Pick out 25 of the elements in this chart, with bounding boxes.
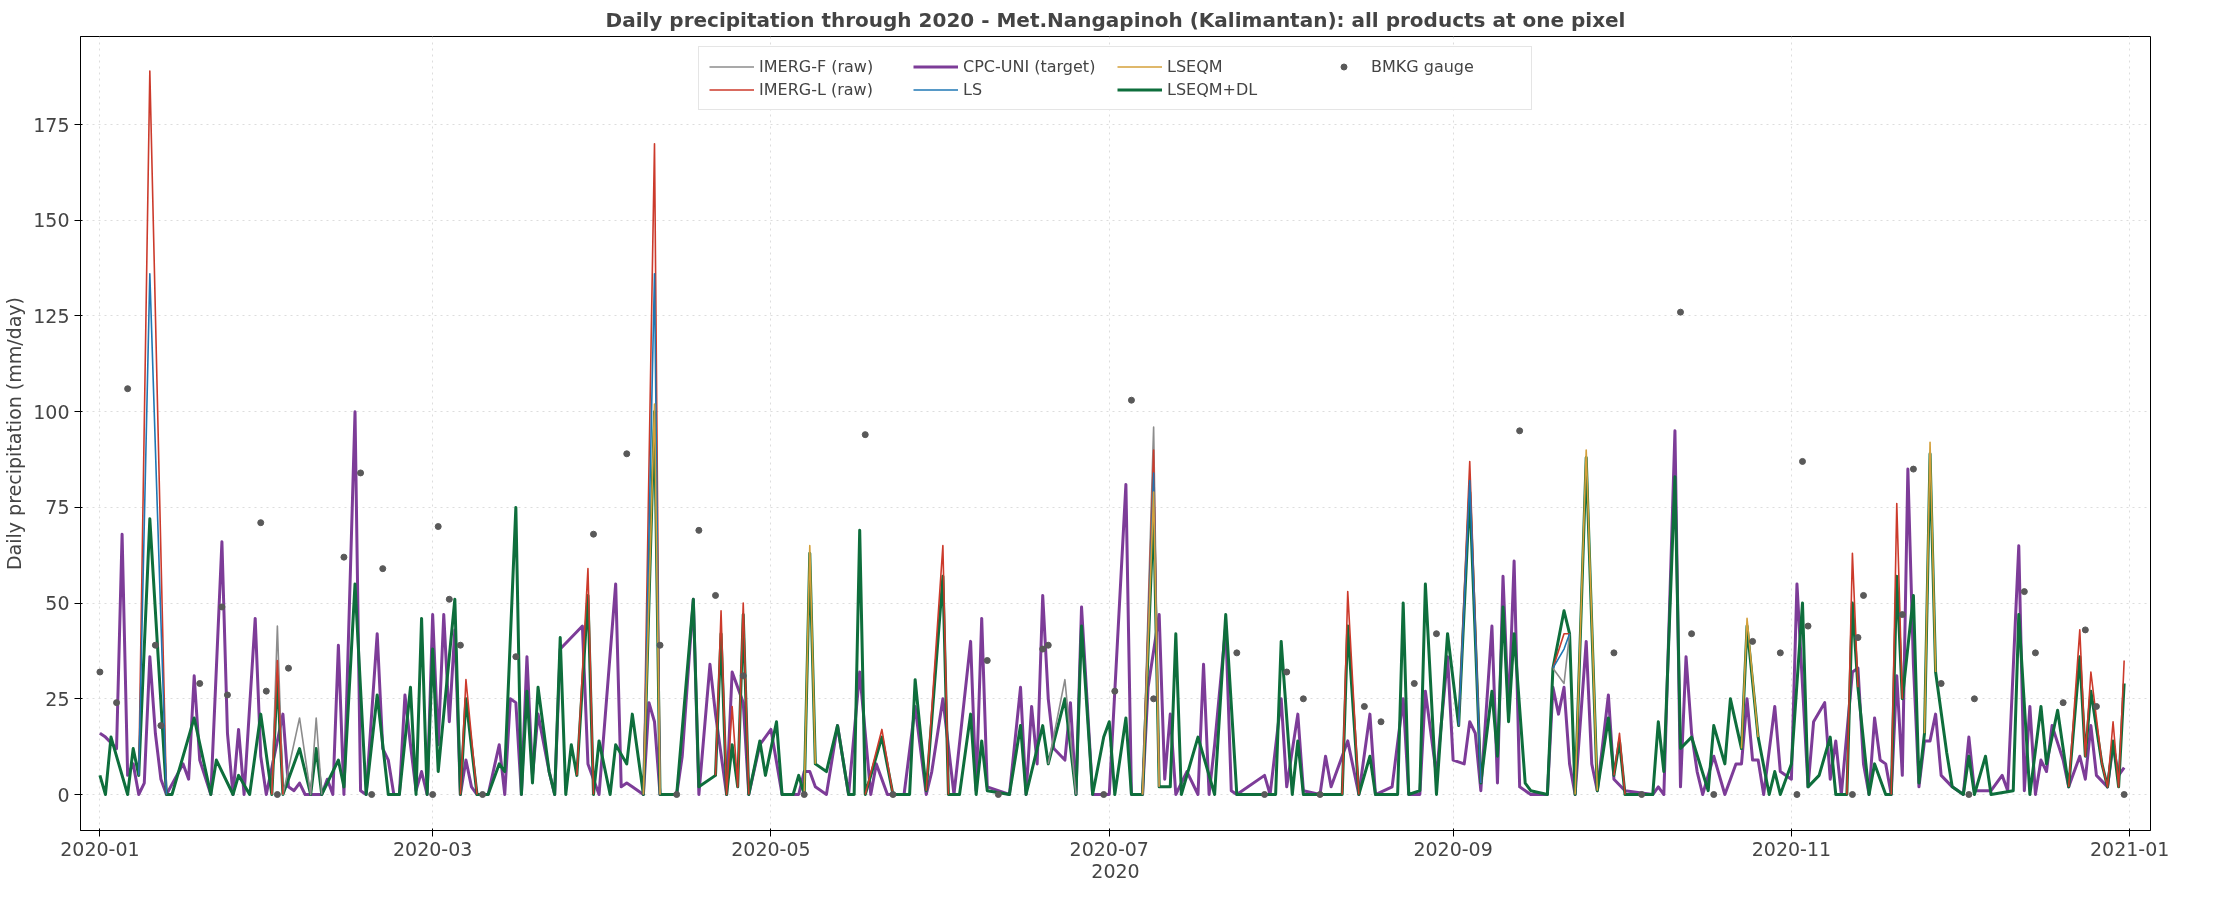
x-tick-label: 2020-07	[1069, 837, 1149, 860]
y-tick-label: 150	[33, 209, 70, 232]
y-tick-label: 125	[33, 304, 70, 327]
y-axis-title: Daily precipitation (mm/day)	[3, 296, 26, 571]
x-axis-title: 2020	[1091, 859, 1140, 882]
legend-label: LSEQM+DL	[1167, 80, 1259, 99]
x-tick-label: 2021-01	[2090, 837, 2170, 860]
legend-label: LS	[963, 80, 984, 99]
legend-label: IMERG-L (raw)	[759, 80, 874, 99]
chart-title: Daily precipitation through 2020 - Met.Nangapinoh (Kalimantan): all products at one pixel	[605, 7, 1626, 32]
legend-label: LSEQM	[1167, 57, 1224, 76]
y-tick-label: 50	[45, 592, 70, 615]
x-tick-label: 2020-01	[60, 837, 140, 860]
x-tick-label: 2020-09	[1413, 837, 1493, 860]
y-tick-label: 100	[33, 400, 70, 423]
x-tick-label: 2020-05	[731, 837, 811, 860]
y-tick-label: 25	[45, 687, 70, 710]
y-tick-label: 175	[33, 113, 70, 136]
legend-label: BMKG gauge	[1371, 57, 1475, 76]
y-tick-label: 75	[45, 496, 70, 519]
legend-label: CPC-UNI (target)	[963, 57, 1097, 76]
x-tick-label: 2020-03	[392, 837, 473, 860]
y-tick-label: 0	[57, 783, 70, 806]
x-tick-label: 2020-11	[1751, 837, 1832, 860]
legend-label: IMERG-F (raw)	[759, 57, 875, 76]
